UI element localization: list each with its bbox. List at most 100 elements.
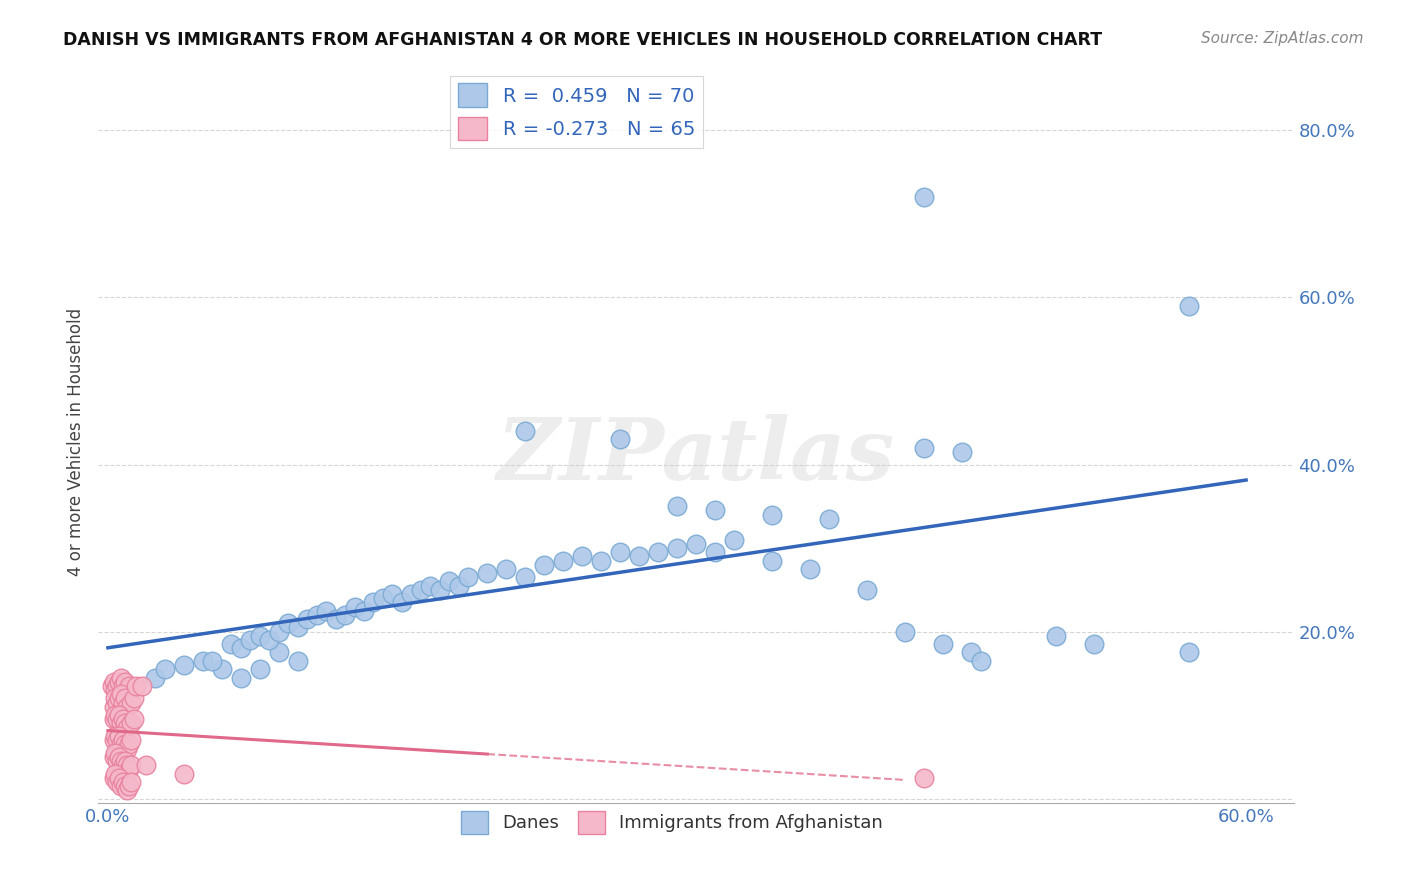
Point xyxy=(103,771,125,785)
Point xyxy=(112,775,135,789)
Point xyxy=(108,771,131,785)
Point xyxy=(761,508,783,522)
Point xyxy=(105,754,128,768)
Point xyxy=(143,671,166,685)
Point xyxy=(477,566,499,580)
Point xyxy=(110,687,132,701)
Point xyxy=(249,629,271,643)
Point xyxy=(609,433,631,447)
Point xyxy=(110,671,132,685)
Point xyxy=(931,637,953,651)
Point xyxy=(120,775,142,789)
Point xyxy=(191,654,214,668)
Point xyxy=(108,691,131,706)
Point xyxy=(287,654,309,668)
Point xyxy=(173,657,195,672)
Point xyxy=(249,662,271,676)
Point xyxy=(153,662,176,676)
Point xyxy=(912,771,935,785)
Point xyxy=(363,595,385,609)
Point xyxy=(855,582,877,597)
Point xyxy=(495,562,517,576)
Point xyxy=(105,679,128,693)
Point xyxy=(201,654,224,668)
Point xyxy=(703,545,725,559)
Point xyxy=(912,441,935,455)
Point xyxy=(333,607,356,622)
Point xyxy=(115,783,138,797)
Point xyxy=(120,696,142,710)
Point xyxy=(666,500,689,514)
Point xyxy=(108,708,131,723)
Point xyxy=(315,604,337,618)
Point xyxy=(115,741,138,756)
Point xyxy=(114,737,136,751)
Point xyxy=(108,674,131,689)
Point xyxy=(103,699,125,714)
Point xyxy=(100,679,122,693)
Point xyxy=(112,733,135,747)
Point xyxy=(591,553,613,567)
Point xyxy=(960,645,983,659)
Point xyxy=(343,599,366,614)
Point xyxy=(429,582,451,597)
Point xyxy=(103,733,125,747)
Text: DANISH VS IMMIGRANTS FROM AFGHANISTAN 4 OR MORE VEHICLES IN HOUSEHOLD CORRELATIO: DANISH VS IMMIGRANTS FROM AFGHANISTAN 4 … xyxy=(63,31,1102,49)
Point xyxy=(1083,637,1105,651)
Point xyxy=(893,624,915,639)
Point xyxy=(533,558,555,572)
Point xyxy=(120,733,142,747)
Point xyxy=(391,595,413,609)
Point xyxy=(112,679,135,693)
Text: Source: ZipAtlas.com: Source: ZipAtlas.com xyxy=(1201,31,1364,46)
Point xyxy=(105,733,128,747)
Point xyxy=(628,549,651,564)
Point xyxy=(295,612,318,626)
Point xyxy=(609,545,631,559)
Point xyxy=(447,579,470,593)
Point xyxy=(112,712,135,726)
Point xyxy=(211,662,233,676)
Point xyxy=(104,746,127,760)
Point xyxy=(515,570,537,584)
Point xyxy=(118,737,141,751)
Point xyxy=(124,712,146,726)
Point xyxy=(103,749,125,764)
Point xyxy=(703,503,725,517)
Point xyxy=(135,758,157,772)
Point xyxy=(371,591,394,606)
Point xyxy=(950,445,973,459)
Point xyxy=(571,549,593,564)
Point xyxy=(124,691,146,706)
Point xyxy=(685,537,707,551)
Point xyxy=(120,758,142,772)
Point xyxy=(325,612,347,626)
Point xyxy=(115,683,138,698)
Point xyxy=(173,766,195,780)
Point xyxy=(267,645,290,659)
Point xyxy=(257,632,280,647)
Point xyxy=(103,712,125,726)
Point xyxy=(515,424,537,438)
Point xyxy=(114,674,136,689)
Point xyxy=(118,763,141,777)
Point xyxy=(112,696,135,710)
Point xyxy=(110,737,132,751)
Point xyxy=(104,766,127,780)
Point xyxy=(114,779,136,793)
Legend: Danes, Immigrants from Afghanistan: Danes, Immigrants from Afghanistan xyxy=(454,805,890,841)
Point xyxy=(239,632,262,647)
Point xyxy=(108,749,131,764)
Point xyxy=(457,570,479,584)
Point xyxy=(118,679,141,693)
Point xyxy=(761,553,783,567)
Point xyxy=(1178,299,1201,313)
Point xyxy=(401,587,423,601)
Point xyxy=(112,758,135,772)
Point xyxy=(115,699,138,714)
Point xyxy=(110,716,132,731)
Y-axis label: 4 or more Vehicles in Household: 4 or more Vehicles in Household xyxy=(66,308,84,575)
Point xyxy=(1178,645,1201,659)
Point xyxy=(131,679,153,693)
Point xyxy=(553,553,575,567)
